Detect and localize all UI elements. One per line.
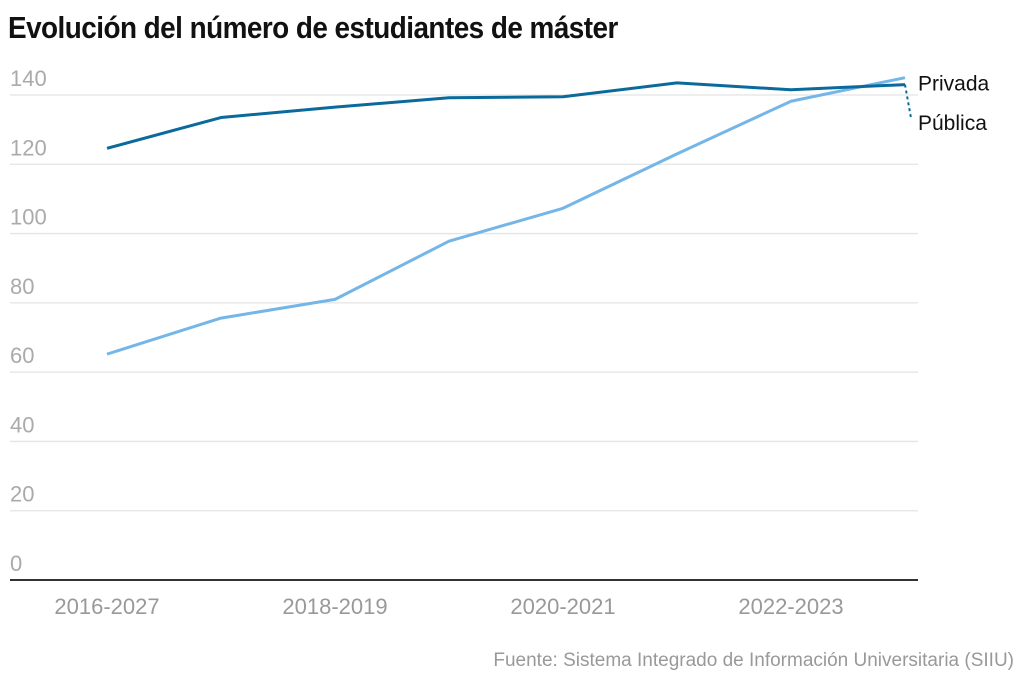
y-tick-label: 0 [10,551,22,576]
gridlines [10,94,918,581]
series-line-privada [106,81,906,150]
y-tick-label: 140 [10,66,47,91]
x-tick-label: 2018-2019 [282,594,387,619]
x-tick-label: 2016-2027 [54,594,159,619]
y-tick-label: 100 [10,205,47,230]
legend-label-publica: Pública [918,112,987,135]
x-axis-ticks: 2016-2027 2018-2019 2020-2021 2022-2023 [54,594,843,619]
y-tick-label: 20 [10,482,34,507]
legend-leader-line [904,84,912,119]
series-lines [106,76,906,356]
y-axis-ticks: 0 20 40 60 80 100 120 140 [10,66,47,576]
legend: Privada Pública [904,73,990,135]
x-tick-label: 2022-2023 [738,594,843,619]
y-tick-label: 60 [10,343,34,368]
y-tick-label: 120 [10,135,47,160]
source-note: Fuente: Sistema Integrado de Información… [493,650,1014,671]
series-line-publica [106,76,906,356]
x-tick-label: 2020-2021 [510,594,615,619]
y-tick-label: 40 [10,412,34,437]
legend-label-privada: Privada [918,73,990,96]
y-tick-label: 80 [10,274,34,299]
chart-title: Evolución del número de estudiantes de m… [8,10,618,45]
